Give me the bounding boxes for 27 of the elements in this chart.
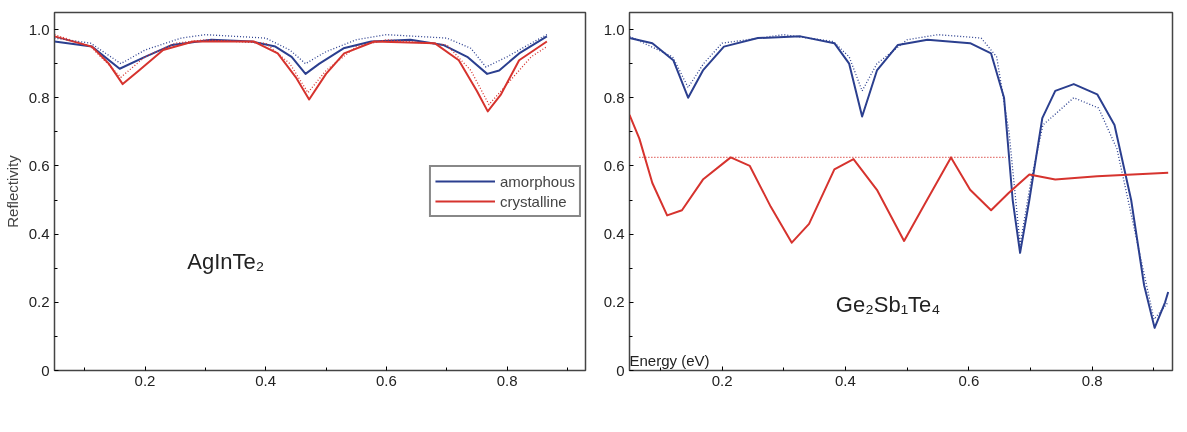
legend-label: crystalline — [499, 192, 567, 210]
legend-label: amorphous — [499, 172, 575, 190]
y-tick-label: 0.4 — [28, 225, 50, 243]
y-tick-label: 0 — [616, 361, 625, 379]
x-tick-label: 0.8 — [496, 371, 518, 389]
x-tick-label: 0.6 — [958, 371, 980, 389]
x-tick-label: 0.2 — [134, 371, 156, 389]
y-tick-label: 1.0 — [603, 20, 625, 38]
y-tick-label: 0.6 — [603, 156, 625, 174]
y-axis-title: Reflectivity — [3, 154, 21, 228]
y-tick-label: 0.8 — [603, 88, 625, 106]
y-tick-label: 0.2 — [603, 293, 625, 311]
y-tick-label: 0.8 — [28, 88, 50, 106]
x-tick-label: 0.8 — [1081, 371, 1103, 389]
x-tick-label: 0.4 — [835, 371, 856, 389]
x-tick-label: 0.2 — [711, 371, 733, 389]
y-tick-label: 0 — [41, 361, 50, 379]
x-tick-label: 0.6 — [375, 371, 397, 389]
y-tick-label: 1.0 — [28, 20, 50, 38]
x-axis-title: Energy (eV) — [629, 351, 710, 369]
y-tick-label: 0.6 — [28, 156, 50, 174]
y-tick-label: 0.2 — [28, 293, 50, 311]
line-series — [629, 113, 1170, 244]
annotation: AgInTe₂ — [187, 248, 265, 274]
x-tick-label: 0.4 — [255, 371, 277, 389]
y-tick-label: 0.4 — [603, 225, 625, 243]
annotation: Ge₂Sb₁Te₄ — [835, 291, 941, 317]
